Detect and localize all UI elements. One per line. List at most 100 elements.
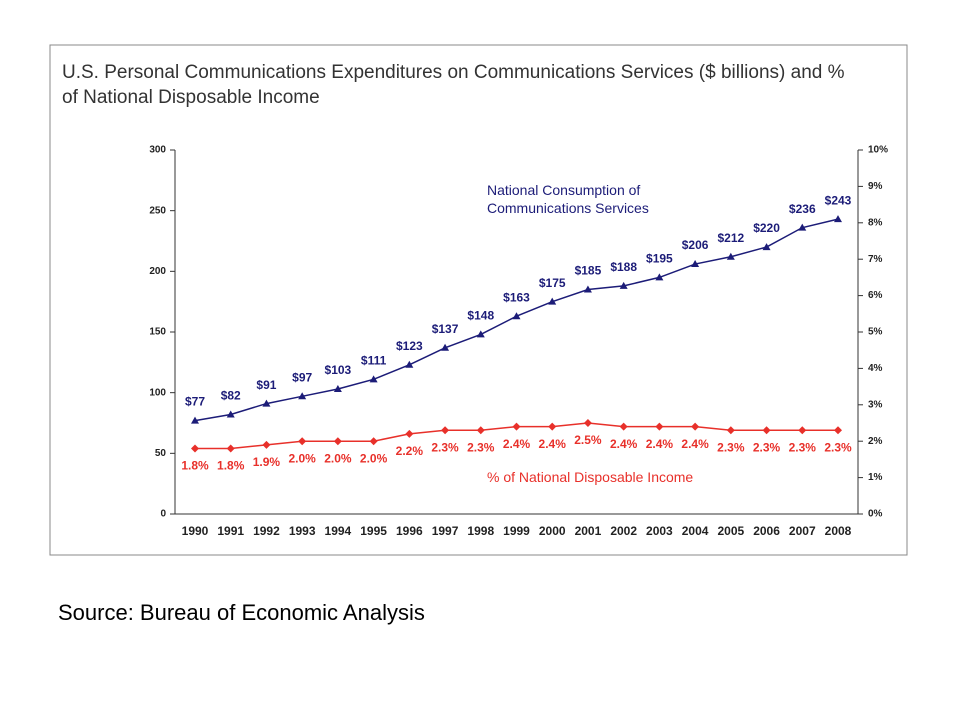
data-point: [619, 281, 628, 289]
data-label: $137: [432, 322, 459, 336]
data-point: [655, 422, 664, 431]
data-label: $123: [396, 339, 423, 353]
data-label: 2.4%: [539, 437, 567, 451]
y2-tick-label: 0%: [868, 509, 883, 520]
x-tick-label: 2003: [646, 524, 673, 538]
y-tick-label: 150: [149, 327, 166, 338]
data-point: [369, 375, 378, 383]
data-point: [191, 416, 199, 424]
data-point: [476, 330, 485, 338]
y2-tick-label: 1%: [868, 472, 883, 483]
data-point: [583, 285, 592, 293]
data-label: 1.9%: [253, 455, 281, 469]
data-point: [583, 419, 592, 427]
data-point: [512, 422, 521, 431]
x-tick-label: 1998: [467, 524, 494, 538]
data-label: $195: [646, 252, 673, 266]
data-label: 2.0%: [288, 451, 316, 465]
data-point: [262, 440, 271, 449]
source-note: Source: Bureau of Economic Analysis: [58, 600, 425, 625]
data-point: [191, 444, 199, 453]
x-tick-label: 1992: [253, 524, 280, 538]
x-tick-label: 1997: [432, 524, 459, 538]
data-point: [798, 426, 807, 435]
x-tick-label: 2002: [610, 524, 637, 538]
y-tick-label: 100: [149, 387, 166, 398]
data-label: 2.4%: [646, 437, 674, 451]
y2-tick-label: 4%: [868, 363, 883, 374]
y2-tick-label: 3%: [868, 399, 883, 410]
data-point: [834, 426, 842, 435]
data-point: [691, 260, 700, 268]
y2-tick-label: 10%: [868, 145, 888, 156]
data-point: [691, 422, 700, 431]
y2-tick-label: 2%: [868, 436, 883, 447]
y2-tick-label: 9%: [868, 181, 883, 192]
data-label: 2.0%: [324, 451, 352, 465]
chart-frame: [49, 44, 908, 556]
data-label: 2.4%: [503, 437, 531, 451]
data-label: $148: [467, 309, 494, 323]
data-point: [655, 273, 664, 281]
series-line: [194, 218, 839, 422]
data-point: [226, 410, 235, 418]
data-label: $206: [682, 238, 709, 252]
x-tick-label: 1999: [503, 524, 530, 538]
y2-tick-label: 8%: [868, 217, 883, 228]
data-point: [441, 343, 450, 351]
y-tick-label: 250: [149, 205, 166, 216]
series-annotation: % of National Disposable Income: [487, 469, 694, 485]
data-label: $91: [256, 378, 276, 392]
data-label: 1.8%: [181, 459, 209, 473]
x-tick-label: 1991: [217, 524, 244, 538]
data-label: $97: [292, 370, 312, 384]
data-point: [298, 392, 307, 400]
data-point: [512, 312, 521, 320]
data-point: [441, 426, 450, 435]
data-label: $82: [221, 389, 241, 403]
y-tick-label: 200: [149, 266, 166, 277]
x-tick-label: 2007: [789, 524, 816, 538]
data-point: [834, 215, 842, 223]
data-label: $111: [361, 353, 387, 367]
data-point: [619, 422, 628, 431]
y-tick-label: 300: [149, 145, 166, 156]
data-point: [726, 426, 735, 435]
data-label: 2.4%: [610, 437, 638, 451]
data-label: 2.3%: [753, 440, 781, 454]
data-label: 2.3%: [717, 440, 745, 454]
series-annotation: National Consumption of Communications S…: [487, 182, 649, 216]
data-label: 2.3%: [431, 440, 459, 454]
x-tick-label: 2006: [753, 524, 780, 538]
x-tick-label: 2008: [825, 524, 852, 538]
data-label: 1.8%: [217, 459, 245, 473]
x-tick-label: 1995: [360, 524, 387, 538]
data-label: 2.4%: [681, 437, 709, 451]
x-tick-label: 2005: [717, 524, 744, 538]
data-point: [762, 243, 771, 251]
x-tick-label: 2001: [575, 524, 602, 538]
chart-title: U.S. Personal Communications Expenditure…: [62, 62, 845, 108]
data-point: [298, 437, 307, 446]
data-point: [369, 437, 378, 446]
data-label: $185: [575, 264, 602, 278]
data-point: [548, 297, 557, 305]
data-point: [333, 437, 342, 446]
data-label: $163: [503, 290, 530, 304]
data-label: $175: [539, 276, 566, 290]
data-label: $220: [753, 221, 780, 235]
data-label: 2.0%: [360, 451, 388, 465]
data-label: $212: [717, 231, 744, 245]
data-label: 2.3%: [467, 440, 495, 454]
data-label: 2.5%: [574, 433, 602, 447]
data-label: $236: [789, 202, 816, 216]
y-tick-label: 0: [160, 509, 166, 520]
data-point: [262, 399, 271, 407]
y2-tick-label: 7%: [868, 254, 883, 265]
x-tick-label: 2000: [539, 524, 566, 538]
data-point: [548, 422, 557, 431]
data-point: [476, 426, 485, 435]
y-tick-label: 50: [155, 448, 167, 459]
